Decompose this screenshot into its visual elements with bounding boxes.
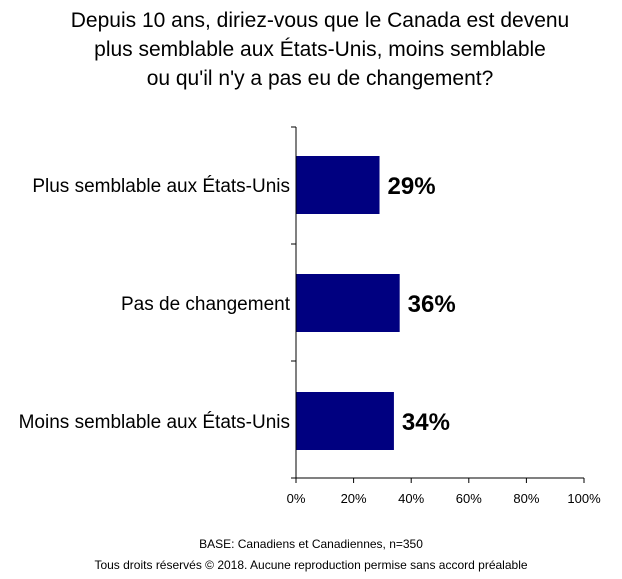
chart-title-line: Depuis 10 ans, diriez-vous que le Canada…	[70, 9, 570, 32]
bar	[296, 392, 394, 450]
category-label: Plus semblable aux États-Unis	[32, 176, 290, 197]
x-tick-label: 100%	[567, 491, 601, 506]
chart-title-line: ou qu'il n'y a pas eu de changement?	[146, 67, 494, 90]
x-tick-label: 20%	[341, 491, 367, 506]
bar	[296, 156, 380, 214]
bar-value-label: 36%	[408, 291, 456, 318]
x-tick-label: 0%	[287, 491, 306, 506]
chart-title: Depuis 10 ans, diriez-vous que le Canada…	[30, 6, 610, 93]
bar	[296, 274, 400, 332]
bar-value-label: 29%	[388, 173, 436, 200]
category-label: Moins semblable aux États-Unis	[19, 412, 290, 433]
footer-copyright: Tous droits réservés © 2018. Aucune repr…	[94, 558, 528, 572]
bar-value-label: 34%	[402, 409, 450, 436]
footer-base-note: BASE: Canadiens et Canadiennes, n=350	[199, 537, 423, 551]
category-label: Pas de changement	[121, 294, 291, 315]
x-tick-label: 60%	[456, 491, 482, 506]
x-tick-label: 40%	[398, 491, 424, 506]
x-tick-label: 80%	[513, 491, 539, 506]
chart-title-line: plus semblable aux États-Unis, moins sem…	[94, 38, 546, 61]
